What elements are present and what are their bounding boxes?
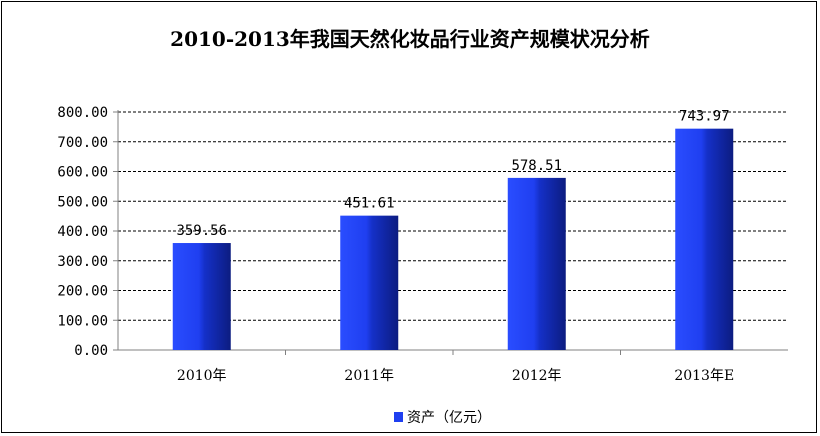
legend: 资产（亿元） <box>394 410 491 426</box>
y-tick-label: 300.00 <box>57 254 108 270</box>
bar <box>507 177 566 350</box>
chart-title: 2010-2013年我国天然化妆品行业资产规模状况分析 <box>170 27 650 51</box>
x-tick-label: 2010年 <box>177 368 227 384</box>
x-tick-label: 2012年 <box>512 368 562 384</box>
bar <box>172 243 231 350</box>
y-tick-label: 700.00 <box>57 135 108 151</box>
y-tick-label: 800.00 <box>57 105 108 121</box>
x-tick-label: 2011年 <box>344 368 394 384</box>
data-label: 578.51 <box>511 158 562 174</box>
y-tick-label: 100.00 <box>57 313 108 329</box>
y-tick-label: 400.00 <box>57 224 108 240</box>
y-tick-label: 600.00 <box>57 165 108 181</box>
bars <box>172 128 734 350</box>
x-tick-label: 2013年E <box>674 368 734 384</box>
data-label: 743.97 <box>679 109 730 125</box>
legend-label: 资产（亿元） <box>407 410 491 426</box>
y-tick-label: 0.00 <box>74 343 108 359</box>
data-label: 359.56 <box>176 223 227 239</box>
bar <box>675 128 734 350</box>
data-label: 451.61 <box>344 196 395 212</box>
data-labels: 359.56 451.61 578.51 743.97 <box>176 109 729 239</box>
y-tick-label: 200.00 <box>57 284 108 300</box>
bar <box>340 215 399 350</box>
legend-swatch <box>394 412 403 422</box>
y-tick-label: 500.00 <box>57 194 108 210</box>
